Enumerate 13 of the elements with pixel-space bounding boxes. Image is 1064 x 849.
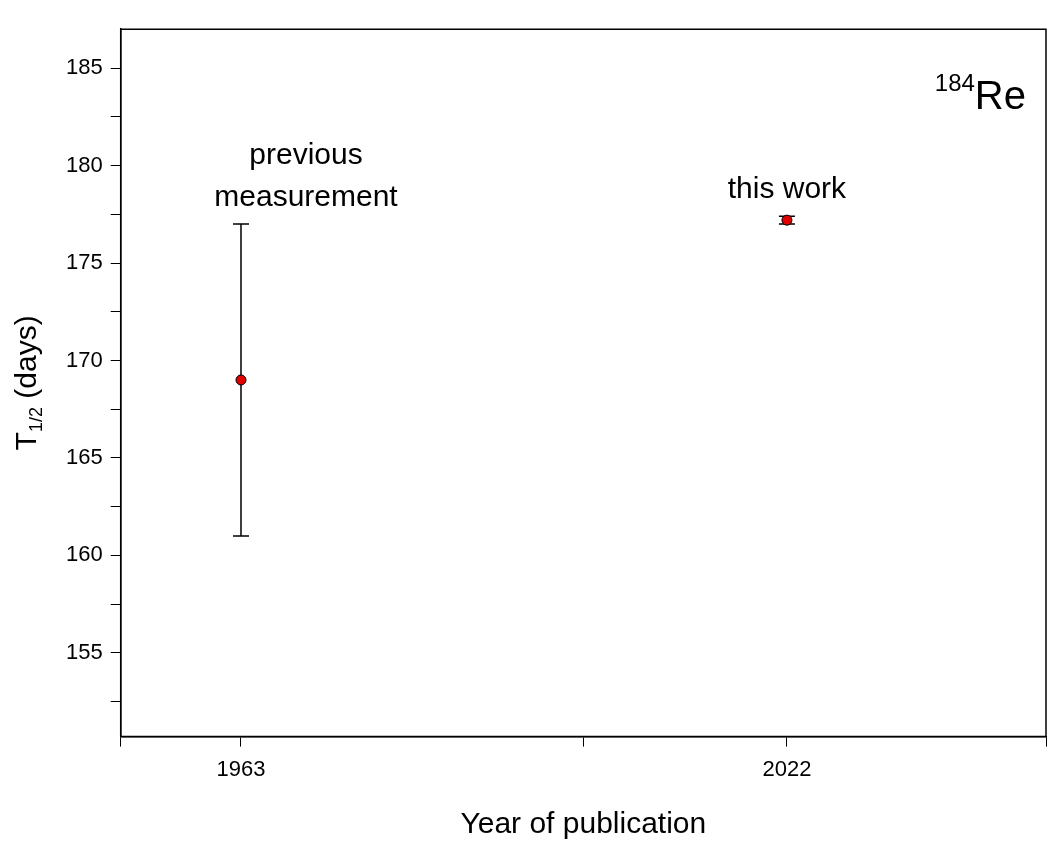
annotation: this work [727, 171, 848, 205]
y-tick-label: 185 [65, 54, 103, 80]
y-tick-label: 170 [65, 346, 103, 372]
x-tick-label: 1963 [216, 755, 266, 781]
x-axis-title: Year of publication [460, 806, 707, 839]
y-tick-label: 175 [65, 249, 103, 275]
y-tick-label: 160 [65, 541, 103, 567]
annotation: previous measurement [214, 137, 399, 213]
y-axis-title: T1/2 (days) [9, 315, 46, 451]
y-tick-label: 155 [65, 638, 103, 664]
x-tick-label: 2022 [762, 755, 812, 781]
y-tick-label: 165 [65, 443, 103, 469]
y-tick-label: 180 [65, 151, 103, 177]
